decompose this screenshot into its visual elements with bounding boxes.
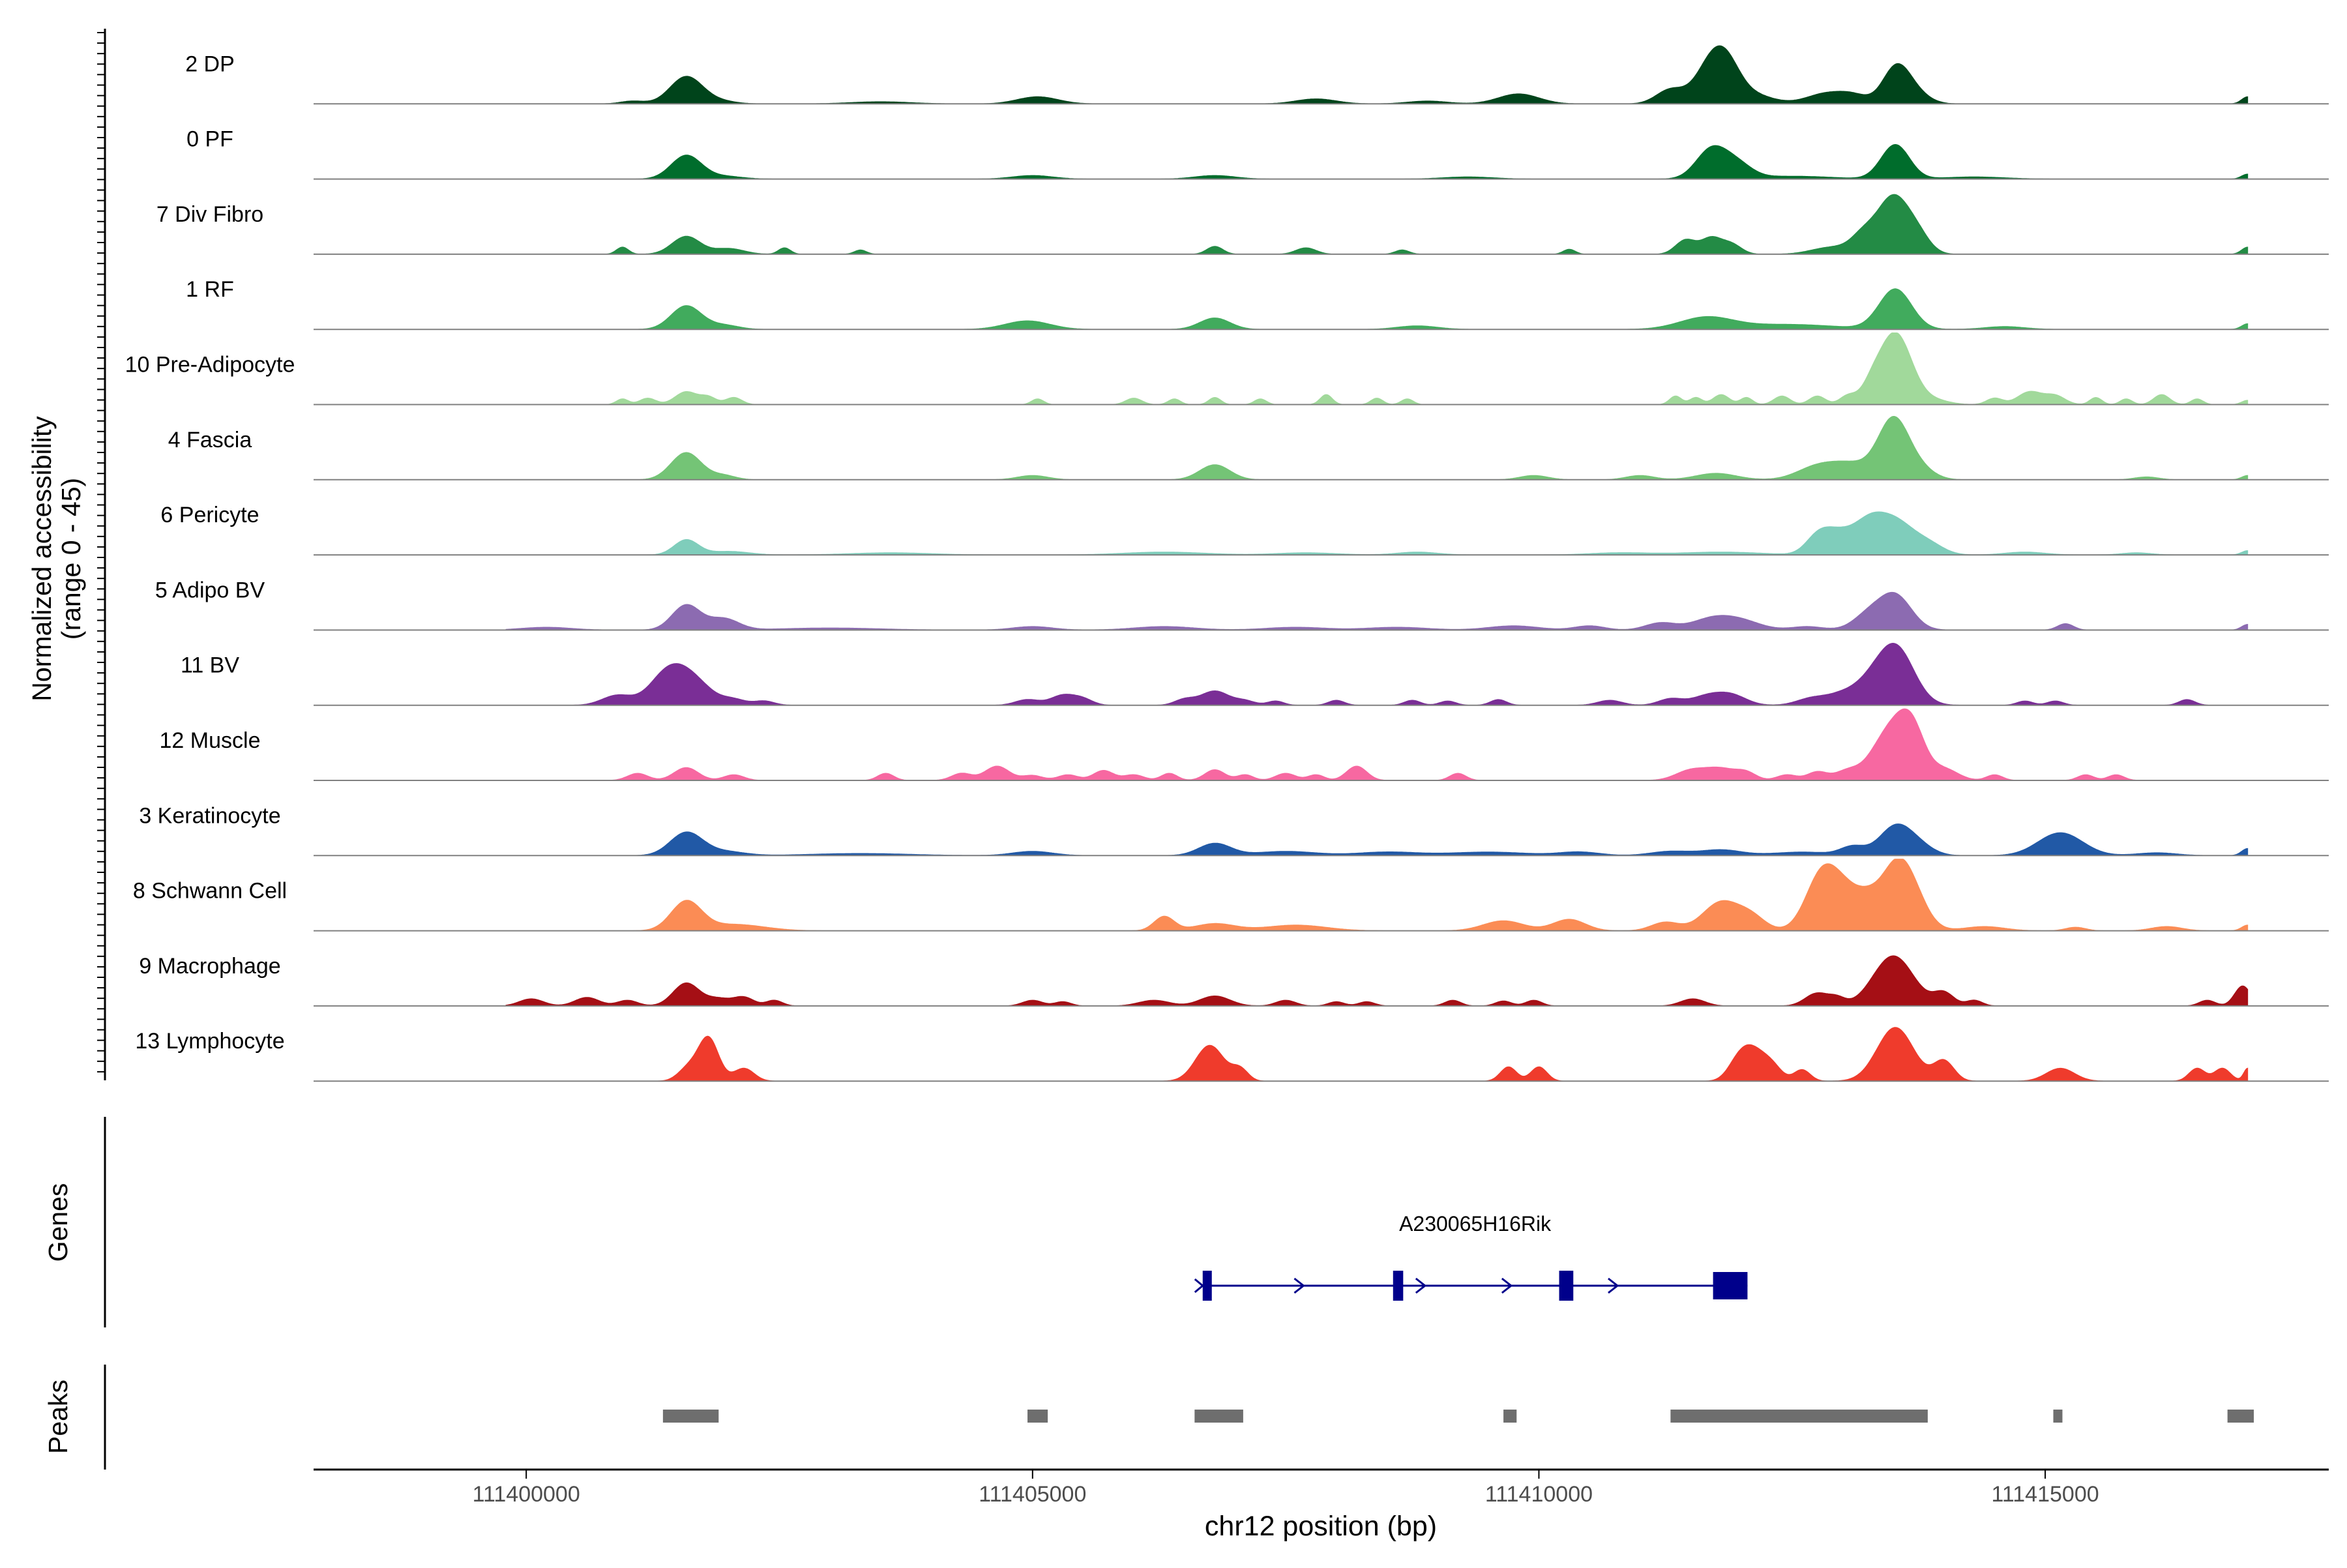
- track-area-13: [505, 955, 2249, 1007]
- track-5: 10 Pre-Adipocyte: [125, 333, 2329, 406]
- track-3: 7 Div Fibro: [156, 194, 2329, 255]
- track-label-10: 12 Muscle: [160, 728, 261, 753]
- track-label-14: 13 Lymphocyte: [135, 1029, 284, 1054]
- track-area-4: [506, 288, 2249, 330]
- track-label-12: 8 Schwann Cell: [133, 879, 287, 904]
- track-14: 13 Lymphocyte: [135, 1027, 2329, 1082]
- gene-strand-arrow: [1501, 1277, 1513, 1294]
- track-area-3: [506, 194, 2249, 255]
- track-label-1: 2 DP: [185, 52, 235, 76]
- track-10: 12 Muscle: [160, 708, 2329, 781]
- peak-region: [1670, 1410, 1928, 1423]
- gene-exon: [1393, 1271, 1404, 1301]
- track-label-4: 1 RF: [186, 277, 234, 302]
- gene-start-chevron: [1194, 1278, 1205, 1294]
- track-4: 1 RF: [186, 277, 2329, 331]
- gene-exon: [1713, 1272, 1748, 1299]
- gene-strand-arrow: [1415, 1277, 1427, 1294]
- gene-exon: [1559, 1271, 1574, 1301]
- y-axis-label-line1: Normalized accessibility: [27, 416, 57, 702]
- x-tick-label: 111405000: [979, 1482, 1086, 1507]
- track-label-8: 5 Adipo BV: [155, 578, 265, 602]
- track-area-5: [506, 333, 2249, 405]
- peaks-track-label: Peaks: [43, 1380, 73, 1454]
- track-2: 0 PF: [186, 127, 2329, 180]
- gene-strand-arrow: [1293, 1277, 1305, 1294]
- track-13: 9 Macrophage: [139, 954, 2329, 1007]
- track-area-10: [506, 708, 2248, 781]
- track-area-7: [506, 511, 2249, 555]
- track-label-11: 3 Keratinocyte: [139, 803, 280, 828]
- y-axis-ticks: [97, 32, 105, 1072]
- track-label-13: 9 Macrophage: [139, 954, 280, 979]
- gene-model: [1194, 1271, 1748, 1301]
- track-area-14: [506, 1027, 2249, 1082]
- track-label-5: 10 Pre-Adipocyte: [125, 353, 295, 377]
- track-9: 11 BV: [181, 642, 2329, 706]
- track-label-6: 4 Fascia: [168, 428, 252, 452]
- track-label-3: 7 Div Fibro: [156, 202, 263, 227]
- track-area-12: [506, 859, 2249, 932]
- peak-regions: [662, 1410, 2254, 1423]
- peak-region: [662, 1410, 719, 1423]
- x-tick-label: 111415000: [1992, 1482, 2099, 1507]
- track-area-8: [505, 591, 2249, 630]
- gene-exon: [1202, 1271, 1212, 1301]
- x-axis-label: chr12 position (bp): [1205, 1511, 1437, 1542]
- peak-region: [1194, 1410, 1243, 1423]
- x-axis-ticks: 111400000 111405000 111410000 111415000: [473, 1470, 2099, 1507]
- gene-label: A230065H16Rik: [1399, 1212, 1552, 1235]
- peak-region: [2053, 1410, 2063, 1423]
- coverage-tracks: 2 DP 0 PF 7 Div Fibro 1 RF 10 Pre-Adipocyte 4…: [125, 45, 2329, 1082]
- track-label-9: 11 BV: [181, 653, 239, 678]
- peak-region: [2227, 1410, 2254, 1423]
- track-11: 3 Keratinocyte: [139, 803, 2329, 857]
- genes-track-label: Genes: [43, 1183, 73, 1262]
- track-area-11: [506, 823, 2249, 856]
- track-area-2: [506, 143, 2249, 180]
- track-7: 6 Pericyte: [160, 503, 2329, 556]
- x-tick-label: 111400000: [473, 1482, 580, 1507]
- y-axis-label-line2: (range 0 - 45): [56, 478, 86, 640]
- track-label-2: 0 PF: [186, 127, 233, 152]
- track-area-9: [506, 642, 2248, 706]
- track-12: 8 Schwann Cell: [133, 859, 2329, 932]
- track-area-1: [506, 45, 2249, 104]
- x-tick-label: 111410000: [1485, 1482, 1593, 1507]
- track-1: 2 DP: [185, 45, 2329, 105]
- gene-strand-arrow: [1608, 1277, 1619, 1294]
- track-label-7: 6 Pericyte: [160, 503, 259, 527]
- peak-region: [1503, 1410, 1517, 1423]
- track-area-6: [506, 416, 2249, 481]
- track-6: 4 Fascia: [168, 416, 2329, 481]
- peak-region: [1027, 1410, 1048, 1423]
- track-8: 5 Adipo BV: [155, 578, 2329, 631]
